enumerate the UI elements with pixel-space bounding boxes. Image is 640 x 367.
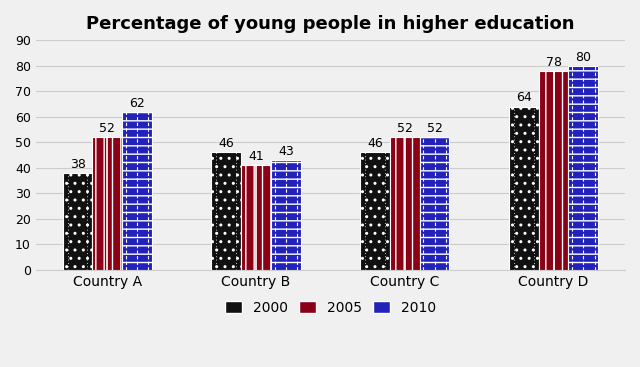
Text: 52: 52 <box>99 122 115 135</box>
Bar <box>122 112 152 270</box>
Text: 46: 46 <box>218 137 234 150</box>
Legend: 2000, 2005, 2010: 2000, 2005, 2010 <box>220 295 442 320</box>
Text: 62: 62 <box>129 97 145 110</box>
Bar <box>509 106 539 270</box>
Text: 52: 52 <box>397 122 413 135</box>
Text: 64: 64 <box>516 91 532 105</box>
Text: 38: 38 <box>70 158 86 171</box>
Text: 43: 43 <box>278 145 294 158</box>
Bar <box>241 165 271 270</box>
Bar <box>390 137 420 270</box>
Text: 78: 78 <box>545 56 561 69</box>
Bar <box>420 137 449 270</box>
Bar <box>211 152 241 270</box>
Text: 80: 80 <box>575 51 591 63</box>
Bar <box>539 71 568 270</box>
Text: 41: 41 <box>248 150 264 163</box>
Bar <box>271 160 301 270</box>
Text: 46: 46 <box>367 137 383 150</box>
Bar <box>360 152 390 270</box>
Bar <box>92 137 122 270</box>
Title: Percentage of young people in higher education: Percentage of young people in higher edu… <box>86 15 575 33</box>
Bar <box>63 173 92 270</box>
Text: 52: 52 <box>427 122 442 135</box>
Bar <box>568 66 598 270</box>
